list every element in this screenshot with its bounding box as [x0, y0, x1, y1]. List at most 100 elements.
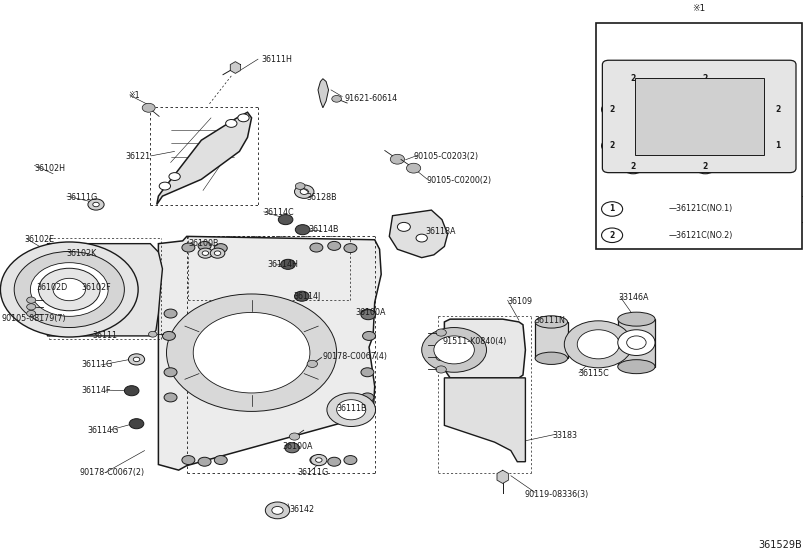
Circle shape: [281, 259, 295, 269]
Circle shape: [332, 95, 341, 102]
Text: 91621-60614: 91621-60614: [345, 94, 398, 103]
Circle shape: [14, 251, 124, 328]
Circle shape: [768, 102, 789, 116]
Text: 36111: 36111: [92, 332, 118, 340]
Text: 361529B: 361529B: [759, 539, 802, 549]
Text: 36114H: 36114H: [268, 260, 298, 269]
Text: 2: 2: [702, 162, 708, 171]
Polygon shape: [318, 79, 328, 108]
Circle shape: [602, 138, 623, 153]
Text: 36115C: 36115C: [579, 370, 610, 379]
Circle shape: [310, 456, 323, 465]
Text: 36102K: 36102K: [67, 249, 97, 258]
Polygon shape: [158, 236, 381, 470]
Text: 36114G: 36114G: [88, 427, 119, 436]
Circle shape: [210, 248, 225, 258]
Circle shape: [294, 291, 309, 301]
Circle shape: [363, 332, 375, 340]
Polygon shape: [444, 378, 526, 462]
Circle shape: [642, 204, 655, 213]
Text: 36111N: 36111N: [534, 316, 565, 325]
Circle shape: [169, 172, 180, 180]
Polygon shape: [230, 62, 240, 73]
Circle shape: [416, 234, 427, 242]
Circle shape: [198, 248, 212, 258]
Text: 90105-C0200(2): 90105-C0200(2): [427, 176, 491, 185]
Ellipse shape: [535, 316, 568, 328]
Text: 36118A: 36118A: [425, 227, 456, 236]
Text: 36111G: 36111G: [81, 361, 113, 370]
Circle shape: [602, 102, 623, 116]
Circle shape: [695, 72, 716, 86]
Text: 2: 2: [630, 162, 636, 171]
Text: 36114F: 36114F: [81, 386, 111, 395]
Polygon shape: [444, 319, 526, 378]
Circle shape: [436, 329, 446, 336]
Text: 36111G: 36111G: [298, 468, 329, 478]
Circle shape: [164, 368, 177, 377]
Polygon shape: [157, 112, 251, 204]
Circle shape: [214, 456, 227, 465]
Circle shape: [627, 336, 646, 349]
Bar: [596, 23, 802, 249]
Circle shape: [315, 458, 322, 463]
Circle shape: [53, 278, 85, 301]
Text: 91511-K0840(4): 91511-K0840(4): [443, 337, 507, 346]
Text: 90178-C0067(2): 90178-C0067(2): [79, 468, 145, 478]
Text: 36142: 36142: [290, 505, 315, 514]
Text: 90119-08336(3): 90119-08336(3): [525, 489, 589, 498]
Text: 36102H: 36102H: [34, 164, 66, 172]
Circle shape: [27, 304, 36, 310]
Circle shape: [164, 309, 177, 318]
Text: 2: 2: [775, 105, 781, 114]
Circle shape: [166, 294, 337, 412]
Circle shape: [278, 214, 293, 225]
Circle shape: [311, 455, 327, 466]
Circle shape: [182, 456, 195, 465]
Text: —36121C(NO.1): —36121C(NO.1): [669, 204, 733, 213]
Polygon shape: [389, 210, 448, 258]
Polygon shape: [47, 244, 162, 336]
Circle shape: [422, 328, 487, 372]
Circle shape: [310, 243, 323, 252]
Circle shape: [30, 263, 108, 316]
Circle shape: [436, 341, 446, 348]
Circle shape: [577, 330, 620, 359]
Circle shape: [618, 330, 655, 356]
Circle shape: [564, 321, 633, 368]
Circle shape: [602, 202, 623, 216]
Ellipse shape: [618, 312, 655, 326]
Circle shape: [294, 185, 314, 198]
Text: 36102E: 36102E: [24, 235, 55, 244]
Circle shape: [1, 242, 138, 337]
Circle shape: [225, 119, 237, 127]
Bar: [635, 78, 764, 155]
Circle shape: [238, 114, 249, 122]
Circle shape: [290, 433, 300, 440]
Text: ※1: ※1: [693, 4, 706, 13]
Circle shape: [92, 202, 99, 207]
Circle shape: [182, 243, 195, 252]
Circle shape: [436, 366, 446, 373]
Circle shape: [361, 393, 374, 402]
Circle shape: [198, 241, 211, 250]
Circle shape: [162, 332, 175, 340]
Polygon shape: [497, 470, 508, 483]
Circle shape: [337, 400, 366, 420]
Text: 36114B: 36114B: [308, 225, 339, 234]
Text: 33146A: 33146A: [619, 293, 649, 302]
Text: 36111B: 36111B: [337, 404, 367, 413]
Circle shape: [295, 225, 310, 235]
Circle shape: [328, 241, 341, 250]
Circle shape: [27, 310, 36, 317]
Text: 36128B: 36128B: [307, 193, 337, 202]
Text: 36102D: 36102D: [36, 283, 67, 292]
Circle shape: [295, 183, 305, 189]
Text: 36114C: 36114C: [264, 208, 294, 217]
Circle shape: [27, 297, 36, 304]
Text: 1: 1: [610, 204, 615, 213]
Circle shape: [148, 332, 157, 337]
Text: —36121C(NO.2): —36121C(NO.2): [669, 231, 733, 240]
Circle shape: [344, 244, 357, 253]
Text: 36100A: 36100A: [282, 442, 313, 451]
